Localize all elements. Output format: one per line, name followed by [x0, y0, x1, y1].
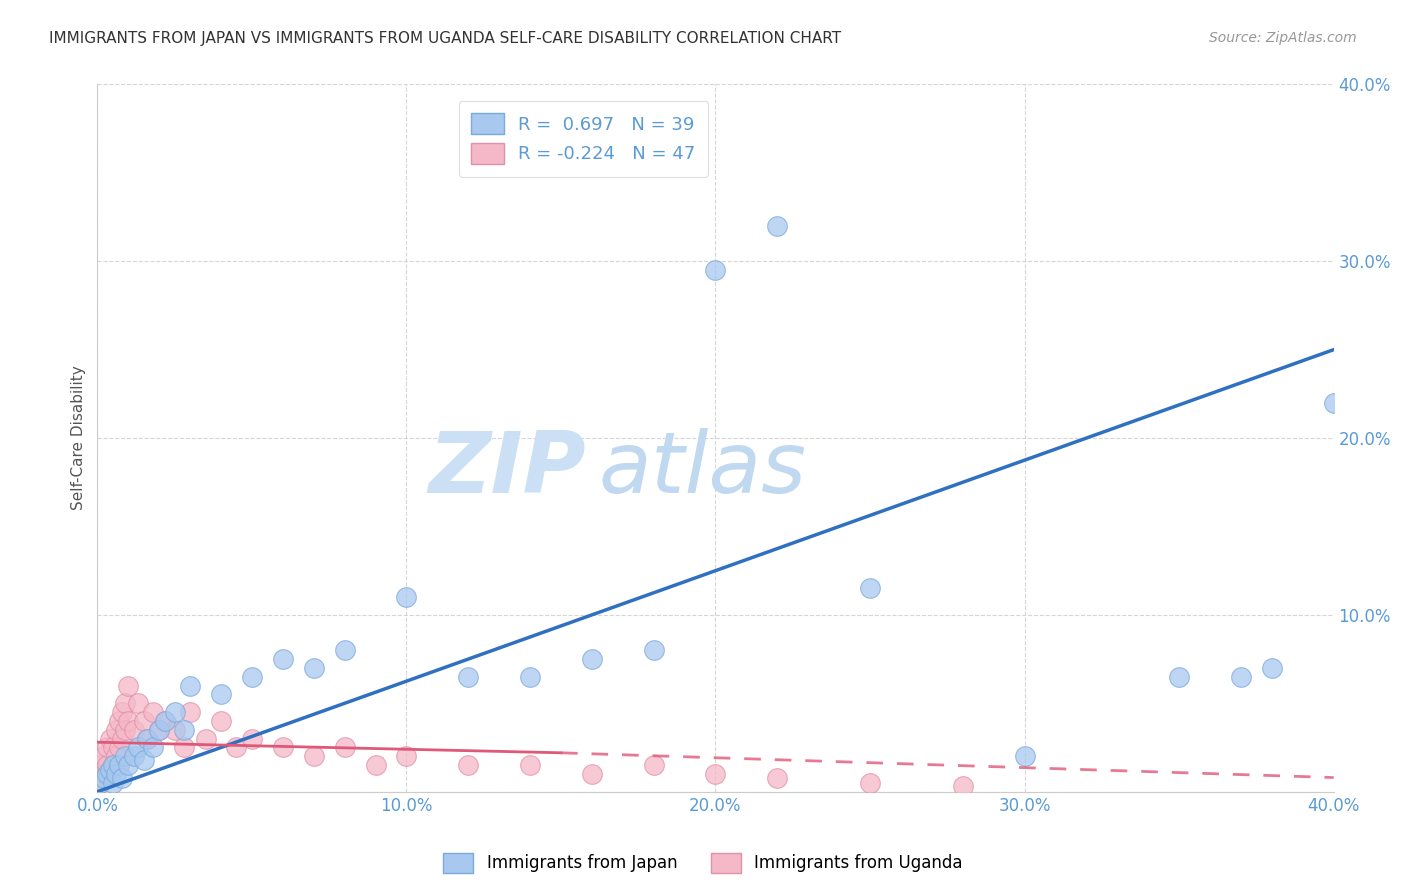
Point: [104, 723, 127, 737]
Point: [240, 670, 263, 684]
Point: [98, 767, 121, 781]
Point: [96, 767, 118, 781]
Point: [581, 652, 603, 666]
Point: [395, 749, 418, 764]
Point: [163, 723, 186, 737]
Point: [155, 714, 177, 728]
Point: [124, 723, 146, 737]
Point: [101, 740, 124, 755]
Point: [132, 714, 155, 728]
Point: [132, 753, 155, 767]
Point: [135, 731, 157, 746]
Point: [96, 740, 118, 755]
Point: [1230, 670, 1253, 684]
Point: [395, 591, 418, 605]
Point: [581, 767, 603, 781]
Point: [173, 723, 195, 737]
Point: [93, 767, 115, 781]
Point: [271, 740, 294, 755]
Text: ZIP: ZIP: [427, 428, 586, 511]
Point: [1323, 395, 1346, 409]
Point: [155, 714, 177, 728]
Point: [457, 670, 479, 684]
Point: [209, 714, 232, 728]
Y-axis label: Self-Care Disability: Self-Care Disability: [72, 366, 86, 510]
Point: [766, 771, 789, 785]
Point: [704, 263, 727, 277]
Point: [643, 643, 665, 657]
Point: [952, 780, 974, 794]
Point: [859, 776, 882, 790]
Point: [333, 740, 356, 755]
Point: [127, 740, 149, 755]
Point: [104, 767, 127, 781]
Point: [766, 219, 789, 233]
Point: [302, 749, 325, 764]
Point: [333, 643, 356, 657]
Point: [194, 731, 217, 746]
Point: [101, 776, 124, 790]
Point: [98, 764, 121, 778]
Point: [114, 749, 136, 764]
Point: [96, 758, 118, 772]
Point: [148, 723, 170, 737]
Point: [302, 661, 325, 675]
Point: [93, 749, 115, 764]
Point: [364, 758, 387, 772]
Legend: R =  0.697   N = 39, R = -0.224   N = 47: R = 0.697 N = 39, R = -0.224 N = 47: [458, 101, 709, 177]
Point: [271, 652, 294, 666]
Point: [114, 723, 136, 737]
Point: [173, 740, 195, 755]
Point: [108, 758, 131, 772]
Point: [457, 758, 479, 772]
Point: [98, 731, 121, 746]
Point: [108, 714, 131, 728]
Point: [179, 705, 201, 719]
Point: [89, 758, 111, 772]
Point: [643, 758, 665, 772]
Point: [89, 776, 111, 790]
Point: [89, 776, 111, 790]
Point: [104, 749, 127, 764]
Point: [1014, 749, 1036, 764]
Text: atlas: atlas: [598, 428, 806, 511]
Point: [519, 758, 541, 772]
Point: [142, 705, 165, 719]
Point: [240, 731, 263, 746]
Point: [135, 731, 157, 746]
Point: [163, 705, 186, 719]
Point: [209, 688, 232, 702]
Point: [111, 731, 134, 746]
Point: [142, 740, 165, 755]
Point: [127, 696, 149, 710]
Point: [117, 758, 139, 772]
Point: [179, 679, 201, 693]
Point: [117, 714, 139, 728]
Point: [519, 670, 541, 684]
Point: [1168, 670, 1191, 684]
Point: [124, 749, 146, 764]
Point: [704, 767, 727, 781]
Text: IMMIGRANTS FROM JAPAN VS IMMIGRANTS FROM UGANDA SELF-CARE DISABILITY CORRELATION: IMMIGRANTS FROM JAPAN VS IMMIGRANTS FROM…: [49, 31, 841, 46]
Point: [111, 771, 134, 785]
Point: [859, 582, 882, 596]
Point: [108, 740, 131, 755]
Point: [101, 758, 124, 772]
Point: [1261, 661, 1284, 675]
Legend: Immigrants from Japan, Immigrants from Uganda: Immigrants from Japan, Immigrants from U…: [437, 847, 969, 880]
Point: [111, 705, 134, 719]
Text: Source: ZipAtlas.com: Source: ZipAtlas.com: [1209, 31, 1357, 45]
Point: [101, 758, 124, 772]
Point: [93, 771, 115, 785]
Point: [225, 740, 247, 755]
Point: [148, 723, 170, 737]
Point: [117, 679, 139, 693]
Point: [114, 696, 136, 710]
